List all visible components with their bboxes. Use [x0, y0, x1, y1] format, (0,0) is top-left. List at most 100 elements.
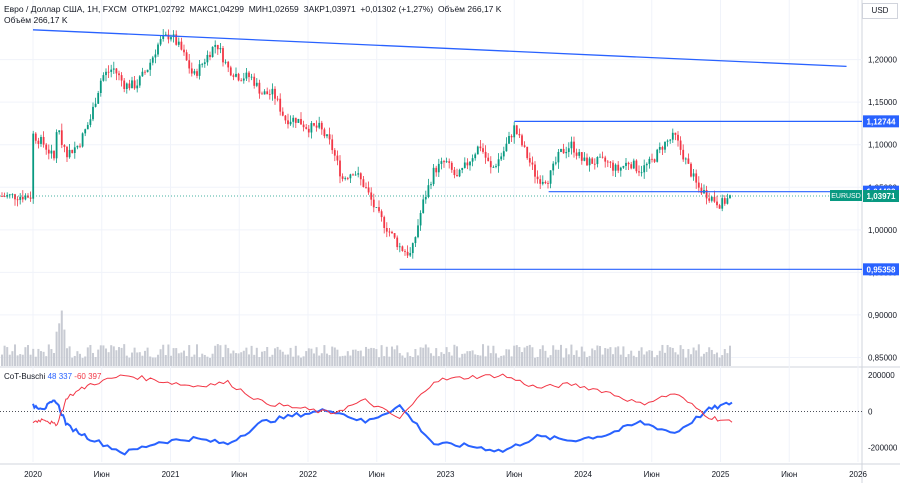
- volume-bar: [651, 350, 653, 366]
- volume-bar: [653, 357, 656, 366]
- candle-body: [248, 72, 250, 77]
- symbol-tag-bg: [830, 190, 862, 202]
- volume-bar: [206, 356, 209, 366]
- candle-body: [583, 157, 586, 161]
- volume-bar: [112, 346, 115, 366]
- candle-body: [458, 169, 461, 177]
- price-tick-label: 1,15000: [868, 98, 897, 107]
- time-tick-label: 2025: [712, 470, 730, 479]
- volume-bar: [133, 347, 136, 366]
- candle-body: [726, 198, 729, 204]
- candle-body: [27, 195, 29, 198]
- volume-bar: [612, 354, 614, 366]
- volume-bar: [557, 349, 560, 366]
- candle-body: [183, 49, 185, 53]
- candle-body: [531, 162, 534, 165]
- volume-bar: [131, 352, 133, 366]
- volume-bar: [71, 357, 74, 366]
- volume-bar: [679, 345, 682, 366]
- volume-bar: [721, 355, 724, 366]
- volume-bar: [323, 345, 326, 366]
- volume-bar: [656, 355, 659, 366]
- candle-body: [578, 152, 581, 156]
- volume-bar: [354, 349, 357, 366]
- candle-body: [53, 150, 55, 159]
- candle-body: [271, 88, 274, 95]
- volume-bar: [68, 346, 71, 366]
- candle-body: [154, 54, 157, 58]
- volume-bar: [544, 350, 547, 366]
- volume-bar: [484, 356, 487, 366]
- volume-bar: [47, 344, 50, 366]
- currency-button[interactable]: USD: [862, 3, 898, 19]
- candle-body: [71, 149, 74, 154]
- candle-body: [336, 155, 339, 161]
- candle-body: [705, 190, 708, 199]
- volume-bar: [365, 346, 367, 366]
- candle-body: [375, 207, 378, 208]
- volume-bar: [469, 351, 471, 366]
- volume-bar: [8, 354, 11, 366]
- volume-bar: [84, 356, 87, 366]
- candle-body: [396, 237, 399, 248]
- volume-bar: [463, 353, 466, 366]
- volume-bar: [697, 344, 700, 366]
- price-axis[interactable]: 1,200001,150001,100001,050001,000000,950…: [863, 56, 899, 363]
- candle-body: [60, 130, 63, 145]
- candlesticks[interactable]: [1, 29, 731, 259]
- time-axis[interactable]: 2020 Июн 2021 Июн 2022 Июн 2023 Июн 2024 Июн 2025 И…: [24, 470, 867, 479]
- candle-body: [326, 134, 328, 137]
- trendline[interactable]: [32, 29, 847, 68]
- volume-bar: [29, 354, 32, 366]
- candle-body: [370, 192, 373, 200]
- volume-bar: [16, 355, 19, 366]
- candle-body: [476, 146, 479, 155]
- volume-bar: [315, 347, 318, 366]
- candle-body: [383, 217, 386, 228]
- volume-bar: [456, 346, 458, 366]
- candle-body: [671, 132, 674, 140]
- candle-body: [710, 196, 713, 201]
- volume-bar: [713, 354, 716, 366]
- indicator-legend[interactable]: CoT-Buschi 48 337 -60 397: [4, 372, 101, 381]
- candle-body: [175, 34, 178, 45]
- candle-body: [656, 149, 659, 162]
- candle-body: [430, 184, 432, 186]
- candle-body: [261, 93, 263, 95]
- volume-bar: [705, 352, 708, 366]
- open-value: 1,02792: [154, 4, 185, 14]
- volume-bar: [110, 345, 113, 366]
- volume-bars: [1, 310, 731, 366]
- candle-body: [323, 129, 326, 137]
- volume-bar: [99, 345, 102, 366]
- volume-bar: [73, 355, 76, 366]
- cot-series-red: [32, 373, 733, 427]
- volume-bar: [424, 344, 427, 366]
- volume-bar: [274, 348, 276, 366]
- volume-bar: [307, 348, 310, 366]
- candle-body: [297, 118, 300, 123]
- volume-bar: [599, 346, 601, 366]
- candle-body: [414, 237, 417, 244]
- cot-tick-label: 200000: [868, 371, 895, 380]
- volume-bar: [549, 355, 552, 366]
- candle-body: [11, 194, 14, 196]
- candle-body: [466, 162, 469, 166]
- candle-body: [684, 158, 687, 160]
- candle-body: [24, 195, 27, 200]
- volume-bar: [6, 347, 9, 366]
- candle-body: [419, 213, 422, 226]
- candle-body: [339, 160, 341, 177]
- volume-bar: [565, 348, 568, 366]
- candle-body: [258, 82, 261, 94]
- candle-body: [518, 134, 521, 136]
- candle-body: [729, 195, 731, 199]
- volume-bar: [411, 357, 414, 366]
- horizontal-levels[interactable]: EURUSD: [0, 29, 862, 270]
- volume-bar: [21, 354, 24, 366]
- candle-body: [614, 164, 617, 171]
- volume-bar: [427, 347, 430, 366]
